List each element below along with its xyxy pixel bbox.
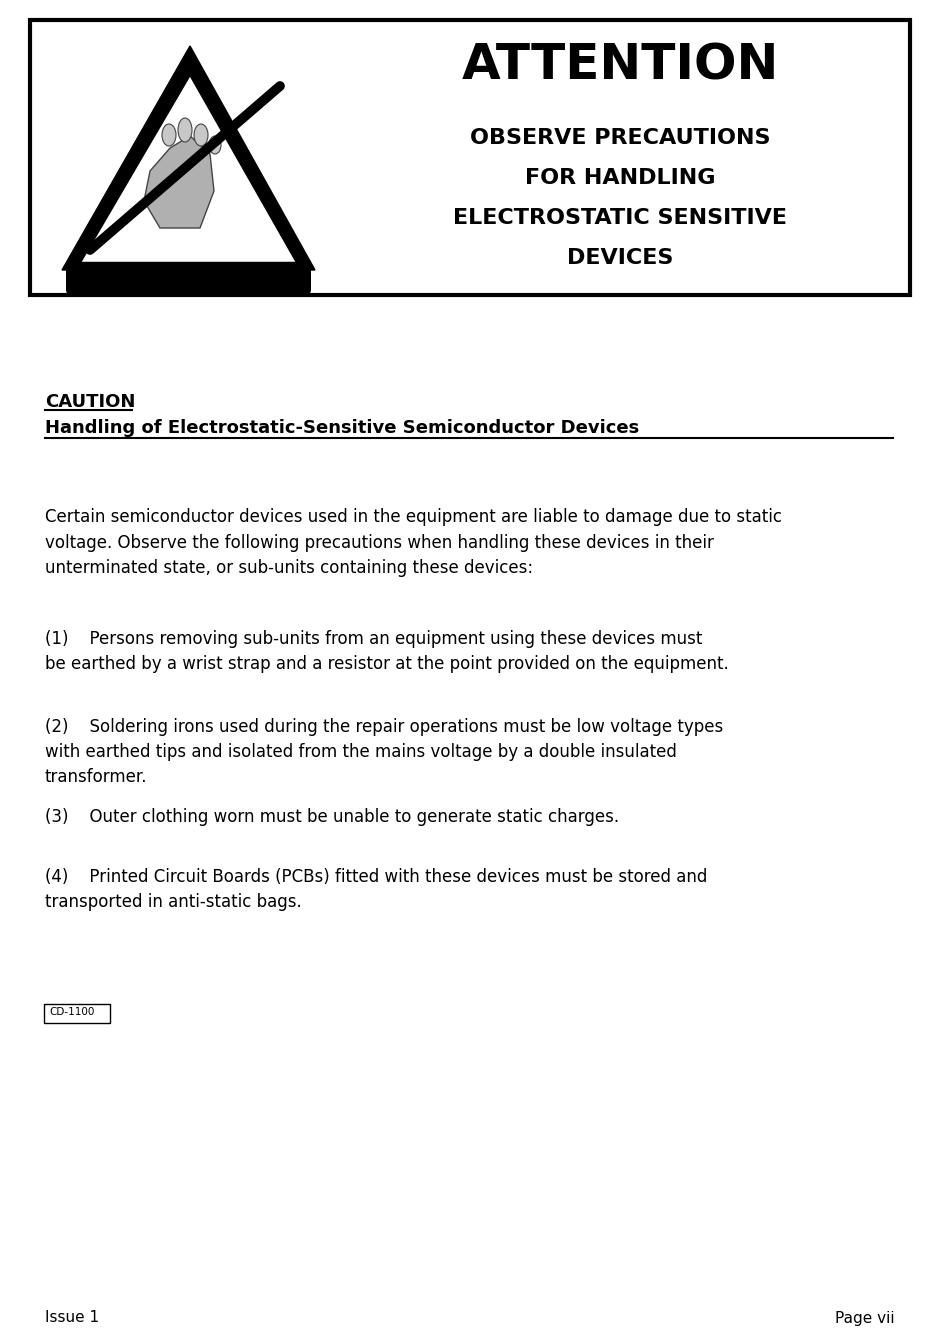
Text: Handling of Electrostatic-Sensitive Semiconductor Devices: Handling of Electrostatic-Sensitive Semi… xyxy=(45,419,639,437)
Text: ATTENTION: ATTENTION xyxy=(461,42,779,89)
Ellipse shape xyxy=(209,136,221,154)
Text: (1)    Persons removing sub-units from an equipment using these devices must
be : (1) Persons removing sub-units from an e… xyxy=(45,629,728,672)
Ellipse shape xyxy=(162,123,176,146)
Text: Issue 1: Issue 1 xyxy=(45,1311,99,1326)
Text: (2)    Soldering irons used during the repair operations must be low voltage typ: (2) Soldering irons used during the repa… xyxy=(45,718,724,786)
FancyBboxPatch shape xyxy=(44,1004,110,1023)
Polygon shape xyxy=(80,75,297,263)
Polygon shape xyxy=(62,46,315,270)
Text: Certain semiconductor devices used in the equipment are liable to damage due to : Certain semiconductor devices used in th… xyxy=(45,509,782,577)
FancyBboxPatch shape xyxy=(66,264,311,294)
Ellipse shape xyxy=(178,118,192,142)
Ellipse shape xyxy=(194,123,208,146)
Text: DEVICES: DEVICES xyxy=(566,248,673,268)
Text: CAUTION: CAUTION xyxy=(45,393,136,411)
Text: OBSERVE PRECAUTIONS: OBSERVE PRECAUTIONS xyxy=(470,127,771,148)
Text: ELECTROSTATIC SENSITIVE: ELECTROSTATIC SENSITIVE xyxy=(453,208,787,228)
Text: FOR HANDLING: FOR HANDLING xyxy=(525,168,715,188)
Text: (3)    Outer clothing worn must be unable to generate static charges.: (3) Outer clothing worn must be unable t… xyxy=(45,808,619,825)
FancyBboxPatch shape xyxy=(30,20,910,295)
Text: Page vii: Page vii xyxy=(836,1311,895,1326)
Polygon shape xyxy=(144,136,214,228)
Text: CD-1100: CD-1100 xyxy=(49,1006,94,1017)
Text: (4)    Printed Circuit Boards (PCBs) fitted with these devices must be stored an: (4) Printed Circuit Boards (PCBs) fitted… xyxy=(45,868,708,911)
